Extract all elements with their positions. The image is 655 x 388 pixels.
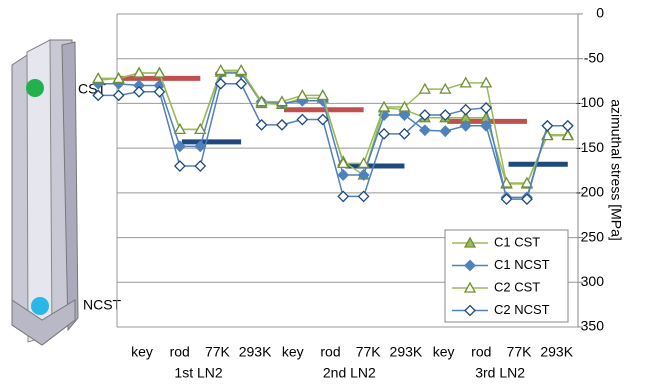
marker [461,105,471,115]
marker [236,79,246,89]
y-tick-label: 300 [581,273,605,289]
marker [195,161,205,171]
ncst-label: NCST [83,297,122,313]
marker [563,121,573,131]
marker [440,126,450,136]
legend-label: C2 NCST [494,302,550,317]
marker [542,121,552,131]
x-tick-label: 77K [507,344,533,360]
x-tick-label: 77K [356,344,382,360]
ncst-marker [31,297,49,315]
marker [175,161,185,171]
cst-marker [26,79,44,97]
marker [379,129,389,139]
group-label: 2nd LN2 [323,365,376,381]
y-tick-label: -100 [576,94,604,110]
x-tick-label: key [131,344,153,360]
y-tick-label: -50 [584,49,604,65]
group-label: 1st LN2 [174,365,222,381]
y-tick-label: 250 [581,228,605,244]
marker [481,103,491,113]
rod-model [12,40,78,345]
marker [114,90,124,100]
legend-label: C1 CST [494,234,540,249]
x-tick-label: 293K [540,344,573,360]
y-tick-label: 0 [596,5,604,21]
x-tick-label: rod [170,344,190,360]
y-axis-title: azimuthal stress [MPa] [608,99,624,241]
marker [277,120,287,130]
figure: CST NCST azimuthal stress [MPa] 0-50-100… [0,0,655,383]
legend-label: C1 NCST [494,257,550,272]
marker [134,87,144,97]
x-tick-label: 293K [390,344,423,360]
group-label: 3rd LN2 [475,365,525,381]
x-tick-label: rod [471,344,491,360]
x-tick-label: 77K [205,344,231,360]
x-tick-label: rod [320,344,340,360]
legend-label: C2 CST [494,279,540,294]
x-tick-label: key [433,344,455,360]
x-tick-label: key [282,344,304,360]
marker [257,120,267,130]
x-tick-label: 293K [239,344,272,360]
marker [297,115,307,125]
marker [338,170,348,180]
y-tick-label: 350 [581,318,605,334]
y-tick-label: -200 [576,184,604,200]
y-tick-label: -150 [576,139,604,155]
